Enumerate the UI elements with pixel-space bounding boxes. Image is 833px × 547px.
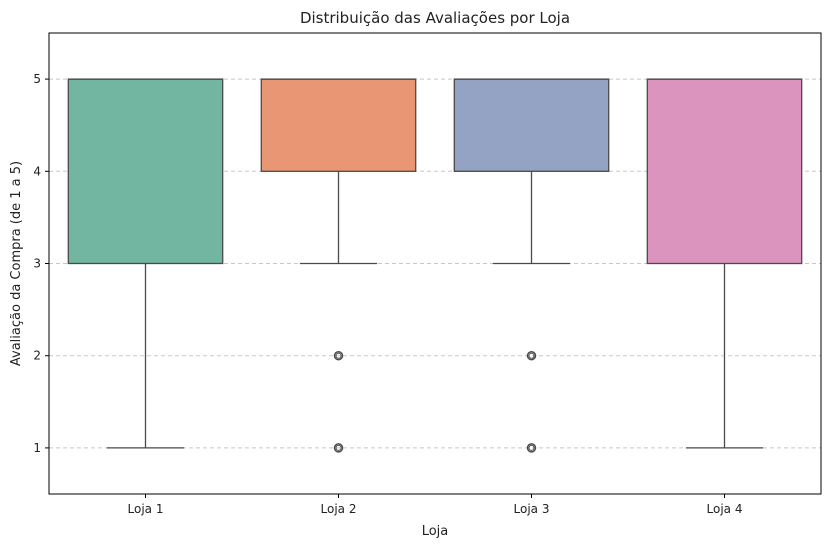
x-tick-label: Loja 3 bbox=[514, 502, 550, 516]
y-axis-label: Avaliação da Compra (de 1 a 5) bbox=[9, 161, 24, 366]
box-body bbox=[453, 78, 610, 172]
y-tick-label: 5 bbox=[33, 72, 41, 86]
box-body bbox=[260, 78, 417, 172]
outlier-point bbox=[333, 350, 344, 361]
y-tick-label: 1 bbox=[33, 441, 41, 455]
outlier-point-inner bbox=[335, 352, 342, 359]
box-body bbox=[646, 78, 803, 265]
chart-title: Distribuição das Avaliações por Loja bbox=[300, 9, 570, 27]
outlier-point-inner bbox=[335, 444, 342, 451]
y-tick-label: 4 bbox=[33, 164, 41, 178]
box-series bbox=[67, 78, 803, 453]
y-tick-label: 2 bbox=[33, 349, 41, 363]
x-tick-label: Loja 2 bbox=[321, 502, 357, 516]
outlier-point bbox=[526, 443, 537, 453]
box-4 bbox=[646, 78, 803, 449]
x-axis-label: Loja bbox=[422, 524, 449, 539]
box-2 bbox=[260, 78, 417, 453]
outlier-point-inner bbox=[528, 352, 535, 359]
x-tick-label: Loja 1 bbox=[128, 502, 164, 516]
y-tick-label: 3 bbox=[33, 257, 41, 271]
outlier-point bbox=[333, 443, 344, 453]
box-body bbox=[67, 78, 224, 265]
outlier-point bbox=[526, 350, 537, 361]
box-1 bbox=[67, 78, 224, 449]
outlier-point-inner bbox=[528, 444, 535, 451]
x-tick-label: Loja 4 bbox=[707, 502, 743, 516]
x-axis-ticks: Loja 1 Loja 2 Loja 3 Loja 4 bbox=[128, 494, 743, 516]
y-axis-ticks: 1 2 3 4 5 bbox=[33, 72, 49, 455]
box-3 bbox=[453, 78, 610, 453]
